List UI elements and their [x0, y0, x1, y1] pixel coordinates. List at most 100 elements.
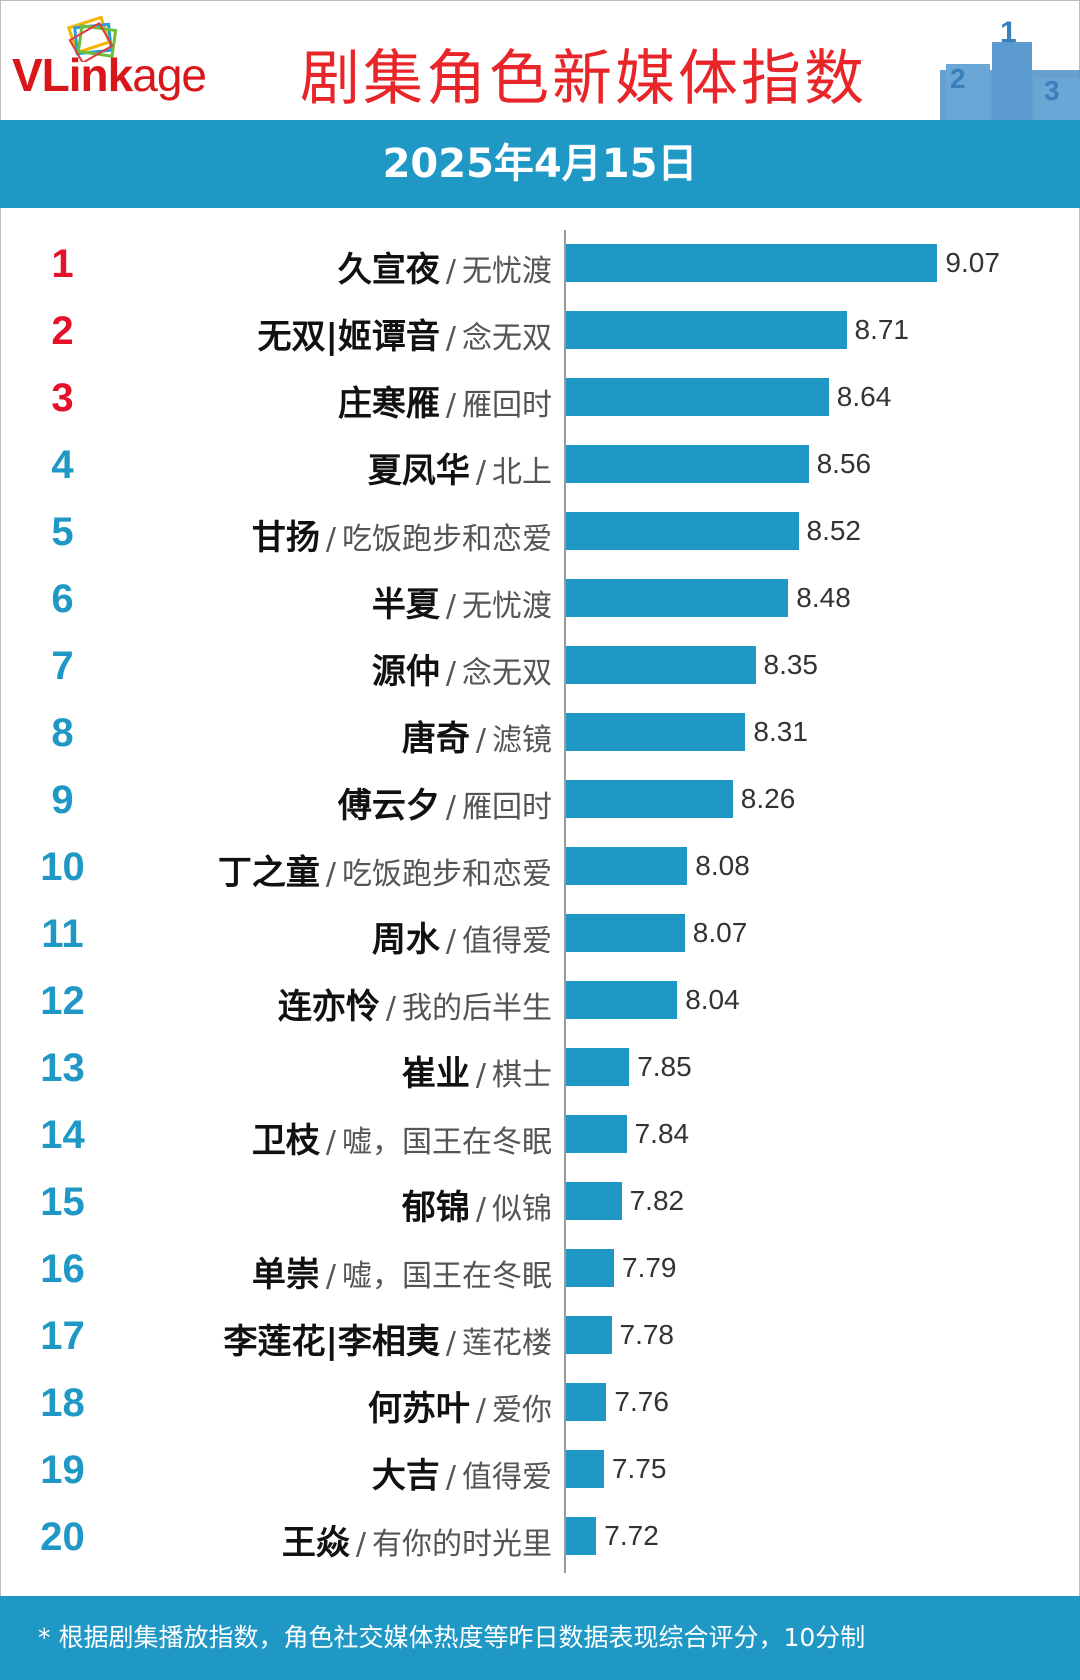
value-label: 8.31: [753, 716, 808, 747]
character-name: 半夏: [371, 585, 440, 625]
drama-title: 雁回时: [462, 790, 552, 825]
bar: [566, 981, 678, 1019]
logo-text: VLinkage: [12, 48, 207, 102]
category-label: 甘扬 / 吃饭跑步和恋爱: [252, 510, 552, 559]
chart-row: 11 周水 / 值得爱 8.07: [0, 900, 1080, 967]
value-label: 8.71: [854, 314, 910, 345]
category-label: 傅云夕 / 雁回时: [338, 778, 552, 827]
character-name: 甘扬: [251, 518, 320, 558]
label-separator: /: [385, 991, 396, 1026]
chart-row: 15 郁锦 / 似锦 7.82: [0, 1168, 1080, 1235]
bar: [566, 1383, 607, 1421]
label-separator: /: [445, 656, 456, 691]
value-label: 8.08: [695, 850, 750, 881]
bar: [566, 1249, 614, 1287]
character-name: 无双|姬谭音: [257, 317, 440, 357]
rank-number: 9: [51, 778, 74, 822]
value-label: 8.48: [796, 582, 851, 613]
label-separator: /: [445, 790, 456, 825]
value-label: 7.78: [619, 1319, 675, 1350]
category-label: 唐奇 / 滤镜: [402, 711, 552, 760]
rank-number: 11: [41, 912, 84, 956]
drama-title: 棋士: [492, 1058, 552, 1093]
bar: [566, 847, 688, 885]
drama-title: 雁回时: [462, 388, 552, 423]
drama-title: 北上: [492, 455, 552, 490]
rank-number: 15: [40, 1180, 85, 1224]
svg-text:3: 3: [1044, 75, 1060, 106]
bar: [566, 311, 847, 349]
character-name: 源仲: [371, 652, 440, 692]
report-date: 2025年4月15日: [382, 141, 698, 187]
label-separator: /: [325, 1259, 336, 1294]
category-label: 单崇 / 嘘，国王在冬眠: [252, 1247, 552, 1296]
bar: [566, 1450, 604, 1488]
value-label: 8.04: [685, 984, 740, 1015]
character-name: 庄寒雁: [337, 384, 440, 424]
logo-text-vlink: VLink: [12, 49, 133, 101]
chart-row: 13 崔业 / 棋士 7.85: [0, 1034, 1080, 1101]
category-label: 连亦怜 / 我的后半生: [278, 979, 552, 1028]
bar: [566, 713, 746, 751]
label-separator: /: [445, 924, 456, 959]
date-band: 2025年4月15日: [0, 120, 1080, 208]
chart-row: 6 半夏 / 无忧渡 8.48: [0, 565, 1080, 632]
bar: [566, 914, 685, 952]
chart-row: 14 卫枝 / 嘘，国王在冬眠 7.84: [0, 1101, 1080, 1168]
category-label: 李莲花|李相夷 / 莲花楼: [223, 1314, 552, 1363]
bar: [566, 780, 733, 818]
header: VLinkage 剧集角色新媒体指数 2 1 3: [0, 0, 1080, 120]
rank-number: 4: [51, 443, 74, 487]
character-name: 周水: [371, 920, 440, 960]
drama-title: 值得爱: [462, 924, 552, 959]
character-name: 唐奇: [401, 719, 470, 759]
value-label: 8.26: [740, 783, 796, 814]
value-label: 7.82: [629, 1185, 685, 1216]
character-name: 郁锦: [401, 1188, 470, 1228]
drama-title: 吃饭跑步和恋爱: [342, 857, 552, 892]
chart-row: 12 连亦怜 / 我的后半生 8.04: [0, 967, 1080, 1034]
value-label: 8.07: [692, 917, 748, 948]
character-name: 崔业: [401, 1054, 470, 1094]
chart-row: 4 夏凤华 / 北上 8.56: [0, 431, 1080, 498]
label-separator: /: [445, 589, 456, 624]
label-separator: /: [475, 1058, 486, 1093]
character-name: 连亦怜: [277, 987, 380, 1027]
value-label: 7.85: [637, 1051, 692, 1082]
character-name: 卫枝: [251, 1121, 320, 1161]
chart-row: 1 久宣夜 / 无忧渡 9.07: [0, 230, 1080, 297]
character-name: 傅云夕: [337, 786, 440, 826]
chart-row: 7 源仲 / 念无双 8.35: [0, 632, 1080, 699]
vlinkage-logo: VLinkage: [12, 14, 242, 104]
value-label: 7.75: [611, 1453, 667, 1484]
value-label: 7.72: [604, 1520, 659, 1551]
rank-number: 17: [40, 1314, 85, 1358]
rank-number: 20: [40, 1515, 85, 1559]
value-label: 8.35: [763, 649, 819, 680]
drama-title: 嘘，国王在冬眠: [342, 1125, 552, 1160]
drama-title: 我的后半生: [402, 991, 552, 1026]
label-separator: /: [475, 1192, 486, 1227]
category-label: 崔业 / 棋士: [402, 1046, 552, 1095]
bar: [566, 1182, 622, 1220]
footnote: * 根据剧集播放指数，角色社交媒体热度等昨日数据表现综合评分，10分制: [38, 1623, 866, 1652]
rank-number: 16: [40, 1247, 85, 1291]
character-name: 王焱: [281, 1523, 350, 1563]
category-label: 卫枝 / 嘘，国王在冬眠: [252, 1113, 552, 1162]
bar: [566, 646, 756, 684]
chart-row: 16 单崇 / 嘘，国王在冬眠 7.79: [0, 1235, 1080, 1302]
value-label: 7.76: [614, 1386, 669, 1417]
label-separator: /: [445, 254, 456, 289]
category-label: 半夏 / 无忧渡: [372, 577, 552, 626]
label-separator: /: [475, 455, 486, 490]
drama-title: 吃饭跑步和恋爱: [342, 522, 552, 557]
rank-number: 3: [51, 376, 74, 420]
character-name: 李莲花|李相夷: [223, 1322, 440, 1362]
rank-number: 13: [40, 1046, 85, 1090]
rank-number: 2: [51, 309, 74, 353]
podium-icon: 2 1 3: [940, 18, 1080, 120]
rank-number: 18: [40, 1381, 85, 1425]
value-label: 9.07: [945, 247, 1000, 278]
label-separator: /: [355, 1527, 366, 1562]
character-name: 丁之童: [217, 853, 320, 893]
